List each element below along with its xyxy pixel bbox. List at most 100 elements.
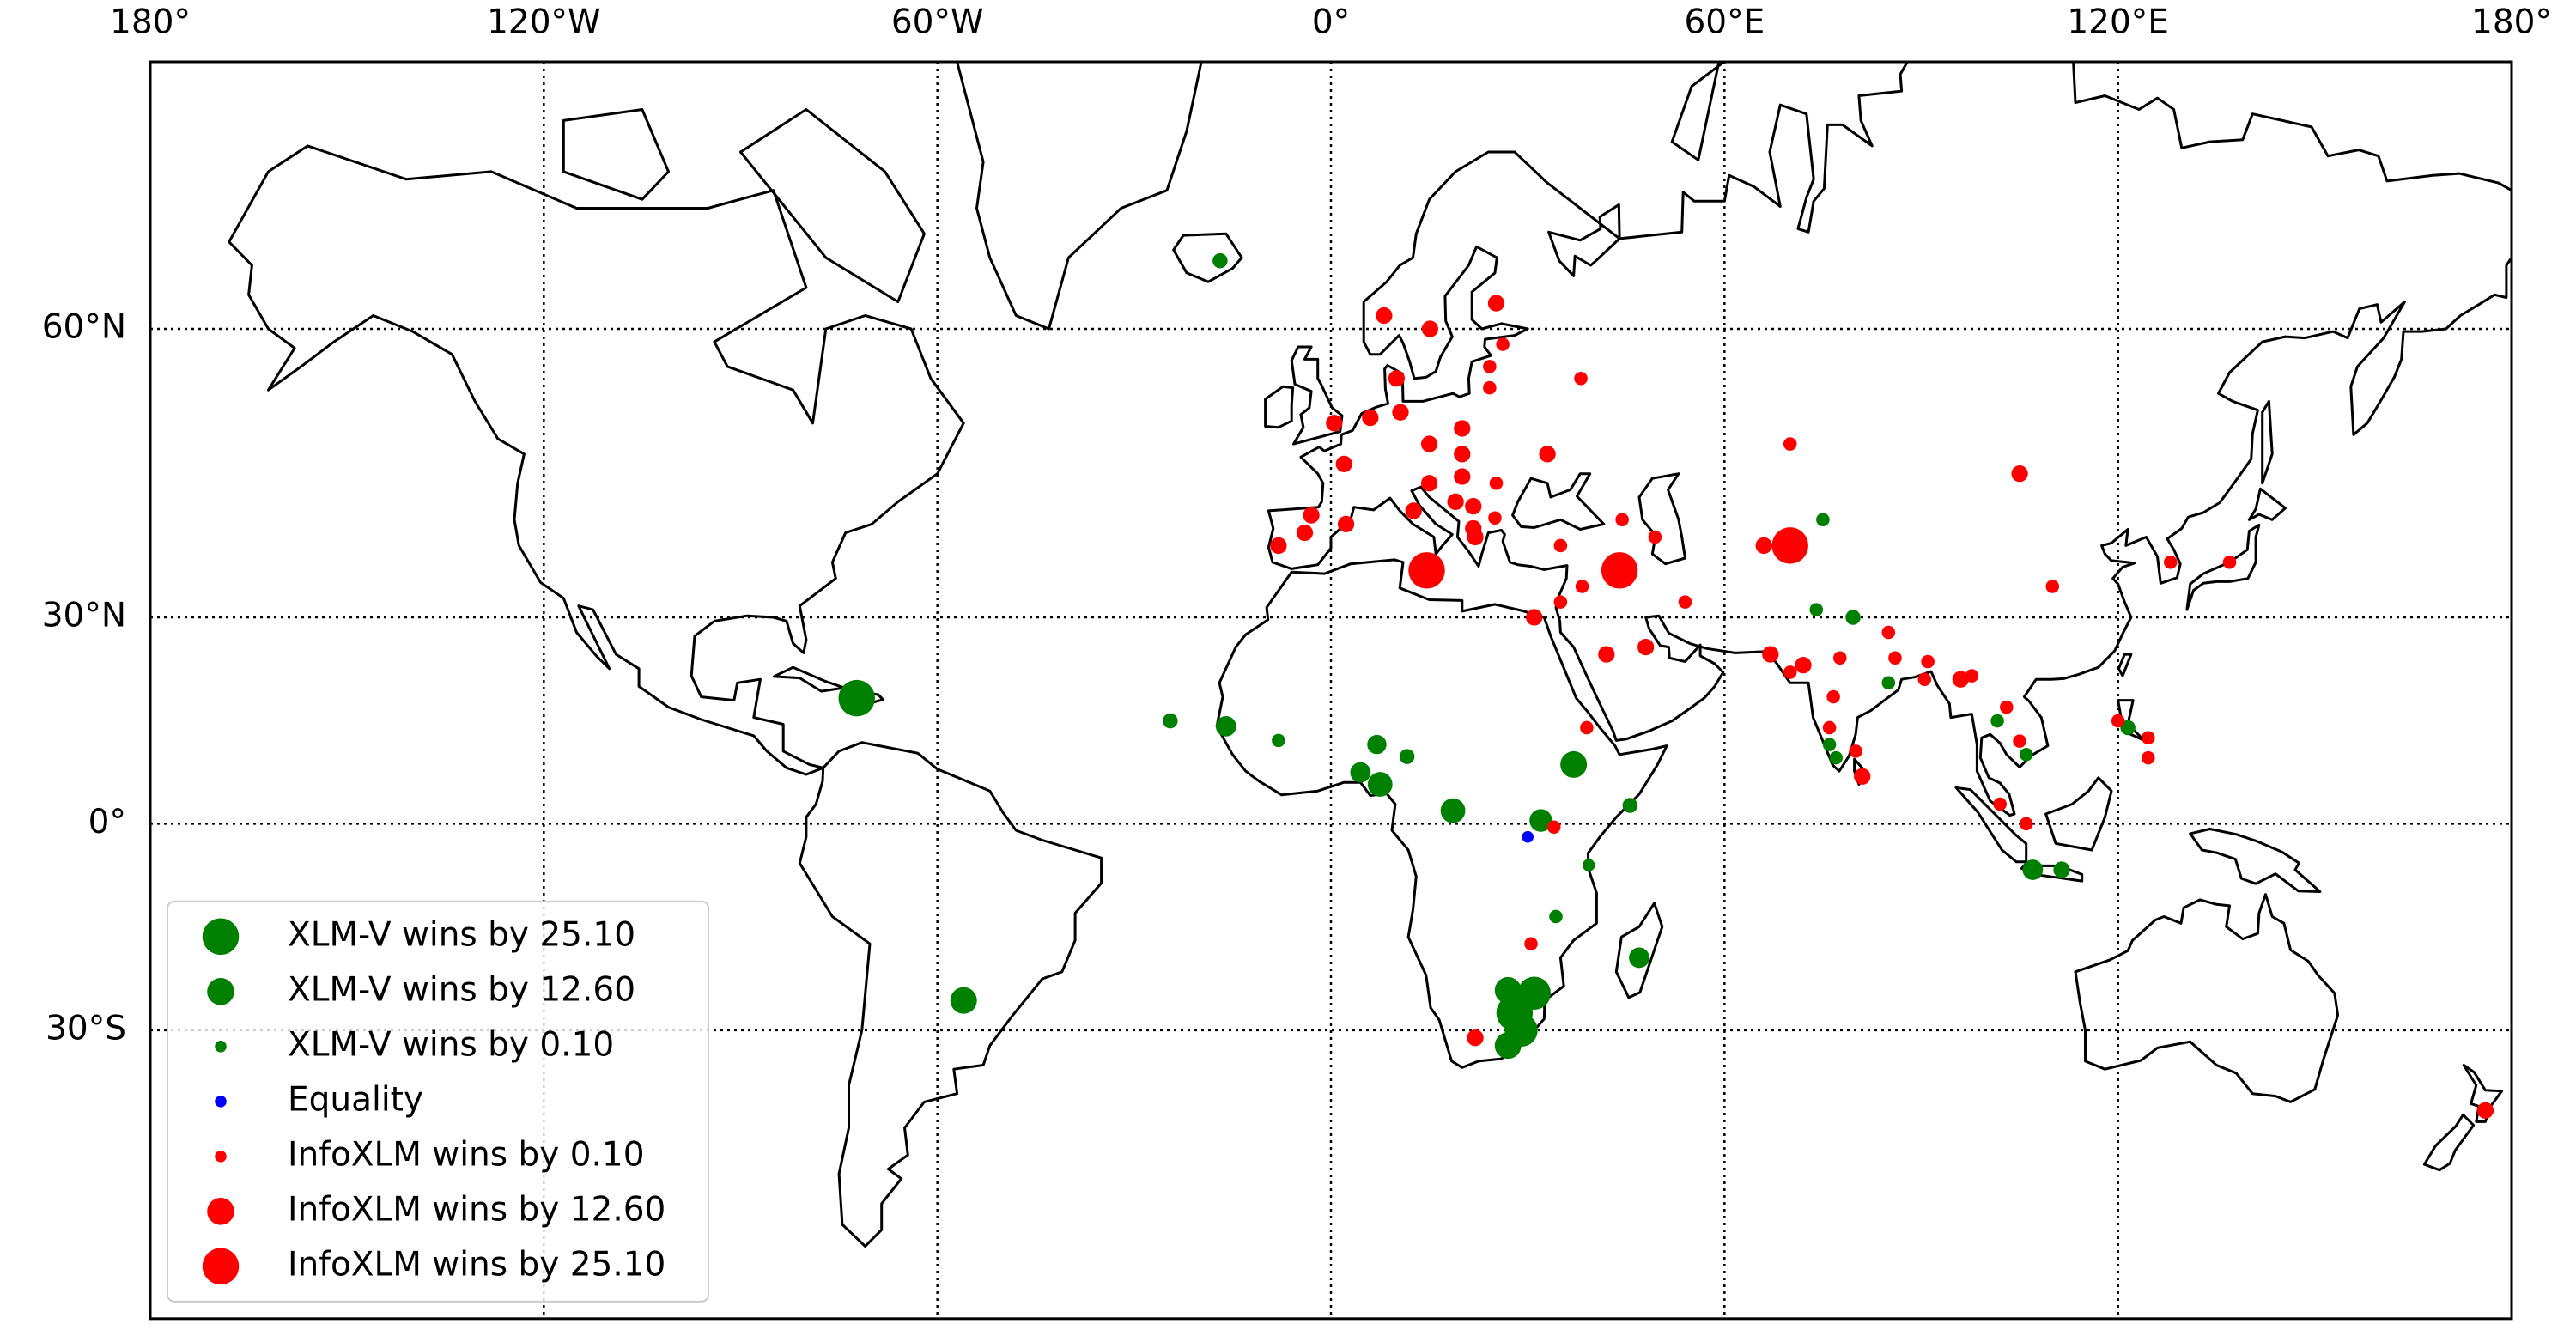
data-point (1405, 502, 1422, 519)
data-point (2164, 556, 2178, 569)
data-point (1849, 744, 1862, 758)
y-tick-label: 30°N (42, 597, 126, 635)
data-point (1296, 524, 1314, 542)
data-point (1539, 446, 1556, 463)
data-point (1465, 498, 1482, 515)
data-point (2476, 1102, 2494, 1119)
data-point (1598, 646, 1615, 663)
data-point (1494, 1032, 1522, 1060)
x-tick-label: 180° (110, 3, 191, 42)
data-point (1517, 976, 1552, 1010)
data-point (1494, 976, 1522, 1004)
data-point (2013, 734, 2026, 748)
legend: XLM-V wins by 25.10 XLM-V wins by 12.60 XL… (167, 900, 709, 1303)
data-point (1388, 370, 1406, 387)
coastline (1670, 62, 1727, 161)
legend-label: XLM-V wins by 12.60 (288, 970, 635, 1009)
data-point (1440, 798, 1466, 823)
data-point (1454, 420, 1471, 437)
data-point (1487, 295, 1505, 312)
coastline (2189, 828, 2322, 893)
legend-label: InfoXLM wins by 0.10 (288, 1135, 645, 1174)
data-point (1270, 537, 1287, 555)
data-point (1888, 651, 1902, 665)
data-point (1629, 947, 1649, 969)
data-point (1560, 750, 1588, 778)
coastline (1511, 472, 1606, 531)
data-point (1952, 671, 1969, 688)
y-tick-label: 60°N (42, 308, 126, 347)
data-point (1993, 797, 2007, 811)
data-point (1526, 609, 1543, 626)
coastline (798, 741, 1103, 1248)
legend-label: Equality (288, 1080, 423, 1119)
legend-label: XLM-V wins by 0.10 (288, 1025, 614, 1064)
data-point (1771, 527, 1808, 564)
data-point (1522, 830, 1534, 843)
data-point (1783, 437, 1797, 451)
data-point (1483, 360, 1497, 373)
tick-labels: 180° 120°W 60°W 0° 60°E 120°E 180° 30°S 0° 30°N 60… (42, 3, 2552, 1048)
coastline (2462, 1064, 2503, 1123)
coastline (739, 108, 926, 303)
data-point (1575, 580, 1589, 593)
data-point (1816, 513, 1830, 527)
legend-marker (215, 1041, 227, 1053)
data-point (1829, 750, 1843, 765)
data-point (1454, 468, 1471, 485)
data-point (1795, 657, 1812, 674)
coastline (2247, 487, 2287, 521)
data-point (1553, 595, 1568, 609)
data-point (1376, 307, 1393, 325)
data-point (1648, 530, 1662, 544)
coastline (1264, 385, 1295, 429)
data-point (2019, 817, 2033, 831)
data-point (1622, 798, 1638, 813)
x-tick-label: 0° (1312, 3, 1350, 42)
x-tick-label: 180° (2471, 3, 2552, 42)
data-point (2111, 714, 2125, 728)
data-point (2011, 465, 2028, 483)
coastline (2422, 1113, 2476, 1172)
coastline (228, 144, 965, 776)
data-point (1212, 252, 1228, 269)
data-point (2120, 720, 2136, 736)
data-point (1337, 515, 1355, 533)
coastline (2261, 399, 2274, 485)
data-point (1755, 537, 1772, 555)
coastline (1267, 62, 2512, 817)
data-point (1582, 859, 1595, 871)
data-point (2053, 861, 2070, 878)
legend-marker (207, 1198, 234, 1225)
data-point (1546, 820, 1561, 835)
data-point (1421, 320, 1438, 337)
data-point (1408, 552, 1445, 589)
data-point (1783, 665, 1797, 679)
data-point (2019, 747, 2033, 762)
data-point (1881, 676, 1896, 690)
legend-label: XLM-V wins by 25.10 (288, 915, 635, 954)
data-point (1524, 937, 1538, 951)
data-point (1917, 672, 1932, 686)
data-point (1549, 909, 1563, 924)
coastline (1172, 232, 1243, 283)
data-point (2222, 556, 2237, 569)
data-point (2142, 750, 2155, 765)
legend-marker (202, 1248, 240, 1285)
data-point (1762, 646, 1779, 663)
data-point (1272, 733, 1285, 748)
data-point (1990, 714, 2004, 728)
coastline (2074, 893, 2340, 1103)
x-tick-label: 60°E (1684, 3, 1765, 42)
data-point (950, 987, 977, 1014)
data-point (1350, 762, 1371, 783)
coastline (2185, 523, 2261, 611)
coastline (2117, 653, 2133, 677)
data-point (1881, 625, 1896, 640)
plot-frame (149, 60, 2513, 1321)
data-point (1215, 715, 1236, 737)
coastline (1290, 345, 1344, 446)
data-point (1367, 734, 1387, 755)
data-point (838, 679, 875, 717)
